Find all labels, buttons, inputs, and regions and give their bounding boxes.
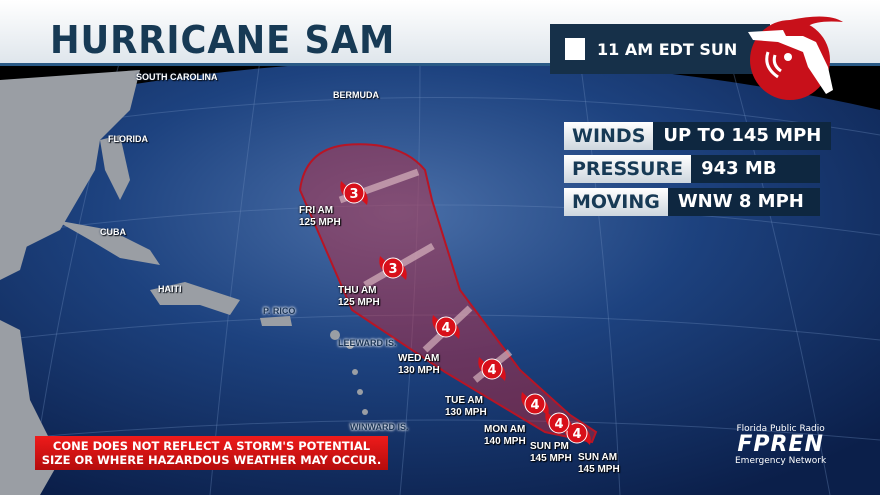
brand-top: Florida Public Radio <box>736 424 825 434</box>
graticule <box>0 59 880 495</box>
disclaimer-line-2: SIZE OR WHERE HAZARDOUS WEATHER MAY OCCU… <box>41 453 382 467</box>
hurricane-icon: 4 <box>545 411 573 435</box>
stat-value: WNW 8 MPH <box>667 188 820 216</box>
storm-category: 4 <box>487 363 496 378</box>
cone-disclaimer: CONE DOES NOT REFLECT A STORM'S POTENTIA… <box>35 436 388 470</box>
place-bermuda: BERMUDA <box>333 90 379 100</box>
brand-bottom: Emergency Network <box>735 456 827 466</box>
forecast-point-label: MON AM 140 MPH <box>484 424 526 448</box>
hurricane-icon: 4 <box>432 315 460 339</box>
forecast-point-label: FRI AM 125 MPH <box>299 205 341 229</box>
forecast-point-label: TUE AM 130 MPH <box>445 395 487 419</box>
disclaimer-line-1: CONE DOES NOT REFLECT A STORM'S POTENTIA… <box>52 439 371 453</box>
advisory-time-box: 11 AM EDT SUN <box>550 24 770 74</box>
forecast-wind: 125 MPH <box>299 217 341 228</box>
storm-category: 3 <box>349 187 358 202</box>
square-icon <box>565 38 585 60</box>
stat-label: WINDS <box>564 122 654 150</box>
forecast-wind: 145 MPH <box>578 464 620 475</box>
forecast-time: SUN PM <box>530 441 569 452</box>
place-haiti: HAITI <box>158 284 182 294</box>
place-cuba: CUBA <box>100 227 126 237</box>
forecast-time: THU AM <box>338 285 377 296</box>
forecast-time: WED AM <box>398 353 440 364</box>
forecast-wind: 130 MPH <box>445 407 487 418</box>
hurricane-icon: 3 <box>379 256 407 280</box>
forecast-wind: 125 MPH <box>338 297 380 308</box>
place-winward-islands: WINWARD IS. <box>350 422 409 432</box>
forecast-cone <box>298 143 598 444</box>
forecast-time: SUN AM <box>578 452 618 463</box>
storm-category: 4 <box>572 427 581 442</box>
place-south-carolina: SOUTH CAROLINA <box>136 72 218 82</box>
stat-value: UP TO 145 MPH <box>653 122 832 150</box>
storm-category: 4 <box>441 321 450 336</box>
stat-value: 943 MB <box>691 155 820 183</box>
brand-name: FPREN <box>737 432 824 457</box>
forecast-wind: 145 MPH <box>530 453 572 464</box>
hurricane-icon: 3 <box>340 181 368 205</box>
hurricane-icon: 4 <box>478 357 506 381</box>
stat-pressure: PRESSURE 943 MB <box>564 155 820 183</box>
forecast-point-label: SUN PM 145 MPH <box>530 441 572 465</box>
advisory-time: 11 AM EDT SUN <box>597 39 738 59</box>
place-puerto-rico: P. RICO <box>263 306 296 316</box>
storm-category: 3 <box>388 262 397 277</box>
forecast-point-label: SUN AM 145 MPH <box>578 452 620 476</box>
hurricane-florida-logo <box>748 16 843 100</box>
page-title: HURRICANE SAM <box>50 18 396 62</box>
storm-category: 4 <box>530 398 539 413</box>
stat-label: PRESSURE <box>564 155 692 183</box>
forecast-point-label: WED AM 130 MPH <box>398 353 440 377</box>
stat-winds: WINDS UP TO 145 MPH <box>564 122 832 150</box>
forecast-time: TUE AM <box>445 395 483 406</box>
storm-category: 4 <box>554 417 563 432</box>
forecast-wind: 130 MPH <box>398 365 440 376</box>
hurricane-icon: 4 <box>521 392 549 416</box>
stat-label: MOVING <box>564 188 668 216</box>
place-leeward-islands: LEEWARD IS. <box>338 338 397 348</box>
landmasses <box>0 70 368 495</box>
place-florida: FLORIDA <box>108 134 148 144</box>
fpren-logo: Florida Public Radio FPREN Emergency Netwo… <box>735 424 826 466</box>
stat-moving: MOVING WNW 8 MPH <box>564 188 820 216</box>
forecast-wind: 140 MPH <box>484 436 526 447</box>
forecast-time: FRI AM <box>299 205 334 216</box>
forecast-time: MON AM <box>484 424 526 435</box>
forecast-point-label: THU AM 125 MPH <box>338 285 380 309</box>
